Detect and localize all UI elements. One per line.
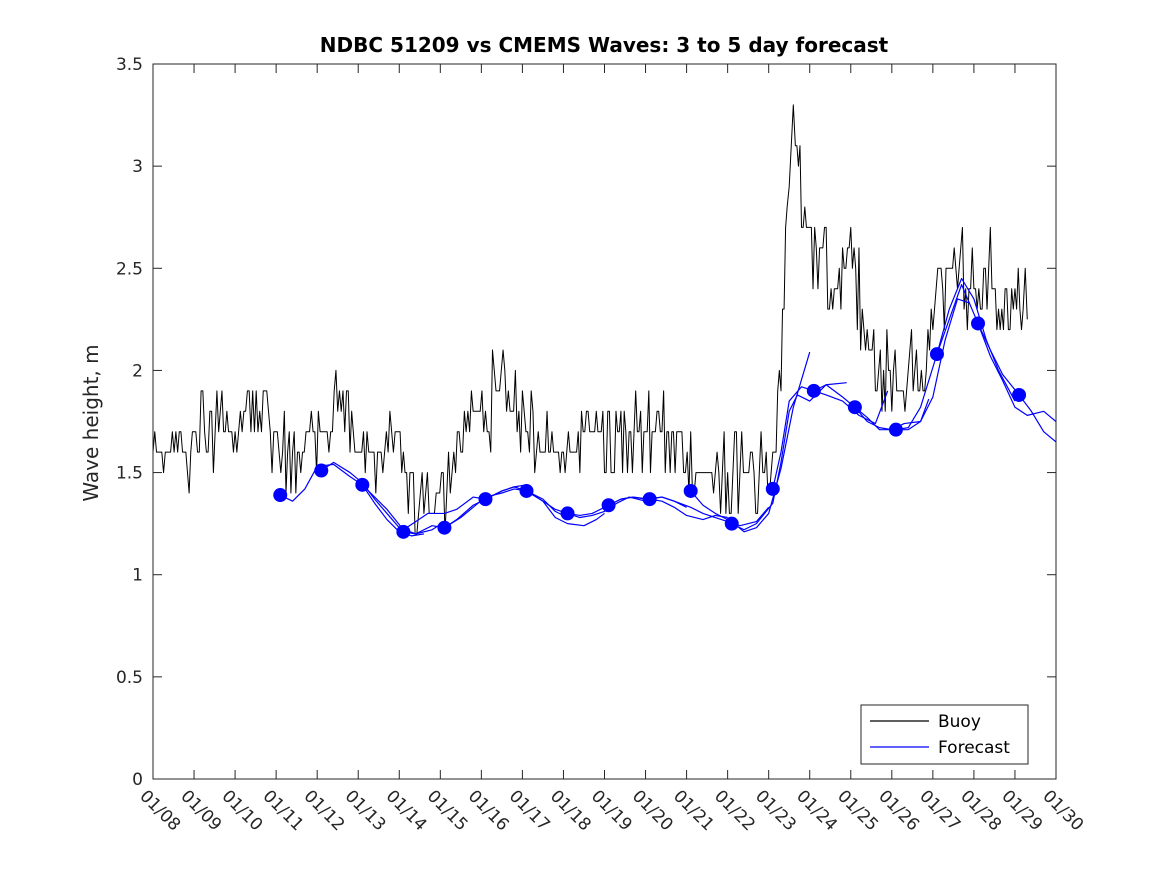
y-tick-label: 1.5: [116, 464, 143, 484]
forecast-marker: [806, 383, 821, 398]
forecast-marker: [724, 516, 739, 531]
forecast-series-line: [320, 461, 445, 535]
y-tick-label: 0: [132, 770, 143, 790]
forecast-marker: [929, 347, 944, 362]
forecast-marker: [478, 492, 493, 507]
forecast-series-line: [526, 490, 646, 519]
forecast-marker: [273, 488, 288, 503]
forecast-marker: [355, 477, 370, 492]
forecast-marker: [396, 524, 411, 539]
legend: Buoy Forecast: [860, 704, 1029, 765]
plot-area: [152, 63, 1057, 780]
y-tick-label: 3: [132, 157, 143, 177]
forecast-marker: [519, 483, 534, 498]
forecast-marker: [314, 463, 329, 478]
forecast-series-line: [649, 496, 770, 527]
forecast-series-line: [936, 284, 1056, 422]
y-tick-label: 2: [132, 361, 143, 381]
axes-background: [153, 64, 1056, 779]
forecast-marker: [765, 481, 780, 496]
forecast-marker: [437, 520, 452, 535]
y-tick-label: 1: [132, 566, 143, 586]
y-tick-label: 2.5: [116, 259, 143, 279]
y-tick-label: 3.5: [116, 55, 143, 75]
forecast-series-line: [361, 484, 486, 531]
y-axis: 0 0.5 1 1.5 2 2.5 3 3.5: [116, 55, 1056, 790]
legend-buoy-label: Buoy: [938, 712, 981, 732]
forecast-series-line: [485, 486, 605, 527]
forecast-marker: [560, 506, 575, 521]
forecast-marker: [601, 498, 616, 513]
legend-box: [860, 704, 1029, 765]
forecast-marker: [642, 492, 657, 507]
y-axis-label: Wave height, m: [79, 344, 103, 501]
forecast-series-line: [608, 496, 728, 521]
data-layer: [153, 104, 1056, 539]
forecast-marker: [847, 400, 862, 415]
forecast-marker: [888, 422, 903, 437]
forecast-series-line: [854, 298, 970, 431]
y-tick-label: 0.5: [116, 668, 143, 688]
forecast-series-line: [690, 351, 811, 533]
forecast-marker: [683, 483, 698, 498]
forecast-marker: [971, 316, 986, 331]
forecast-series-line: [813, 384, 930, 431]
forecast-marker: [1012, 387, 1027, 402]
legend-forecast-label: Forecast: [938, 738, 1010, 758]
chart-title: NDBC 51209 vs CMEMS Waves: 3 to 5 day fo…: [320, 33, 889, 57]
